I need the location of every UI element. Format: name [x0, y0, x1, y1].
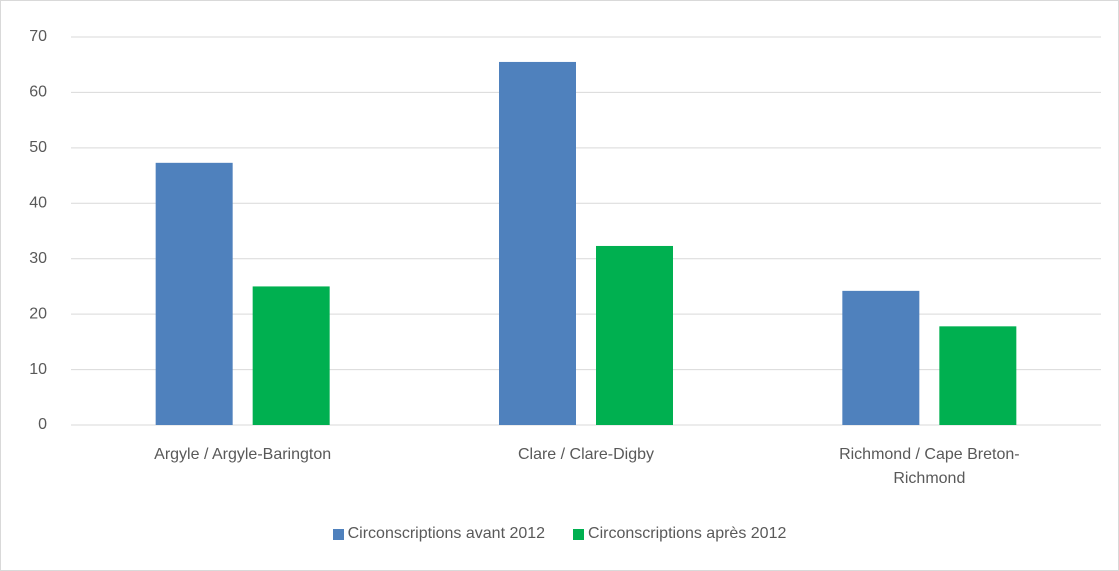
y-tick-label: 0	[38, 416, 47, 433]
y-tick-label: 70	[29, 28, 47, 45]
bar	[252, 286, 330, 425]
y-tick-label: 40	[29, 195, 47, 212]
bar	[155, 162, 233, 425]
y-tick-label: 30	[29, 250, 47, 267]
x-tick-label: Argyle / Argyle-Barington	[154, 446, 332, 463]
legend-item: Circonscriptions avant 2012	[332, 525, 546, 543]
x-tick-label: Clare / Clare-Digby	[517, 446, 655, 463]
y-tick-label: 60	[29, 84, 47, 101]
bar	[939, 326, 1017, 425]
y-tick-label: 20	[29, 305, 47, 322]
legend-label: Circonscriptions après 2012	[588, 525, 787, 542]
legend-swatch	[573, 528, 585, 540]
legend: Circonscriptions avant 2012 Circonscripti…	[1, 525, 1118, 543]
bar	[596, 245, 673, 425]
legend-label: Circonscriptions avant 2012	[347, 525, 546, 542]
x-tick-label: Richmond / Cape Breton-Richmond	[839, 446, 1020, 487]
y-tick-label: 50	[29, 139, 47, 156]
bar	[842, 290, 920, 425]
bar	[499, 61, 576, 425]
legend-item: Circonscriptions après 2012	[573, 525, 786, 543]
legend-swatch	[332, 528, 344, 540]
y-tick-label: 10	[29, 361, 47, 378]
